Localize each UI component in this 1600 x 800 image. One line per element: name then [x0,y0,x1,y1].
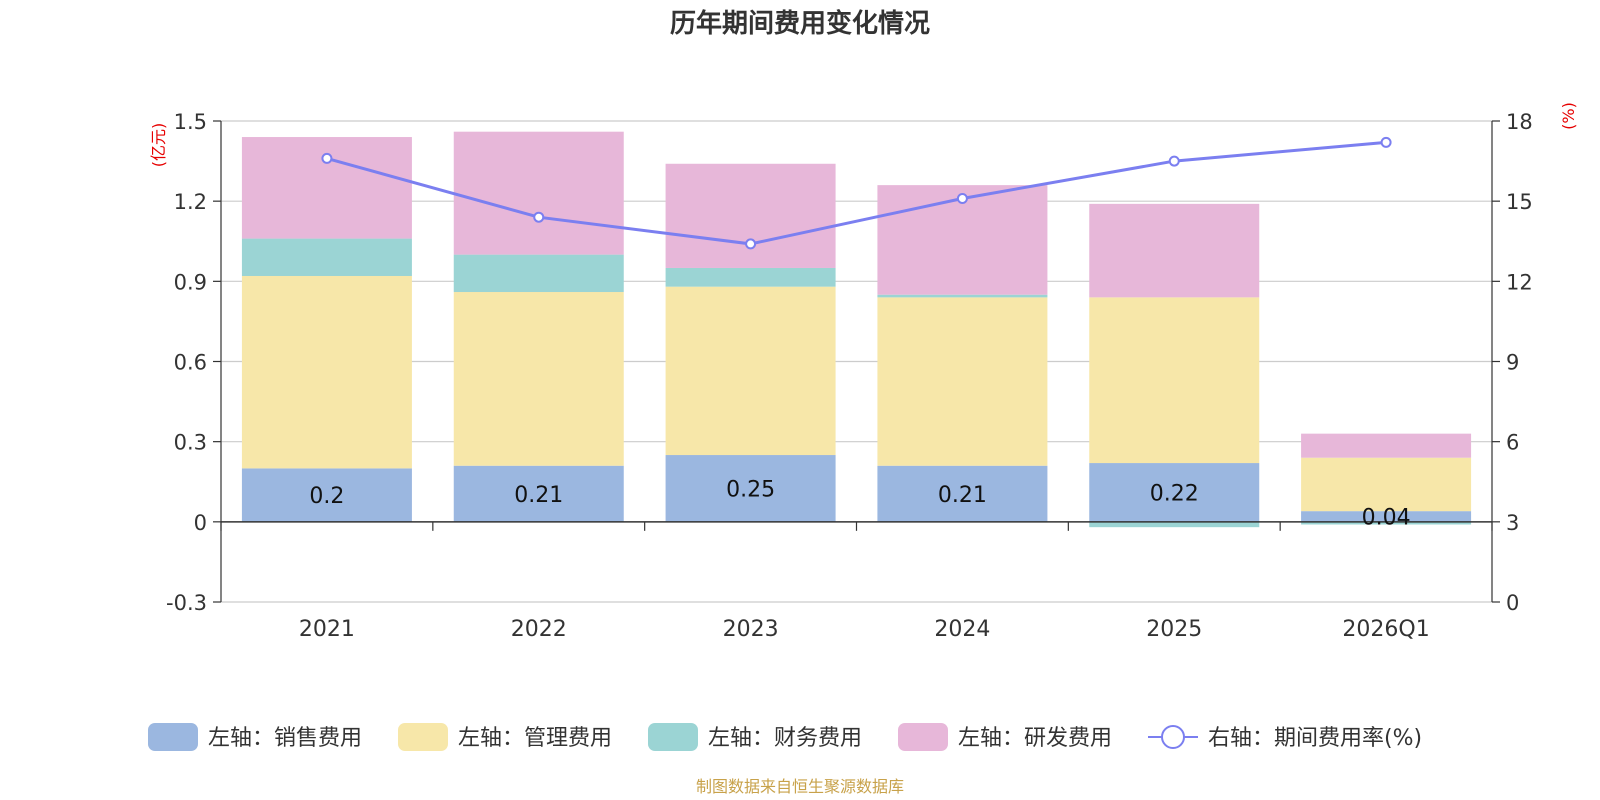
bar-segment[interactable] [241,137,412,239]
bar-segment[interactable] [241,238,412,276]
right-tick-label: 12 [1506,270,1533,294]
bar-segment[interactable] [1089,521,1260,528]
left-tick-label: 1.2 [174,190,207,214]
left-tick-label: 0.6 [174,351,207,375]
footer-source: 制图数据来自恒生聚源数据库 [696,777,904,796]
legend-swatch[interactable] [398,723,448,751]
axes: -0.3 0 0.3 0.6 0.9 1.2 1.5 0 3 6 9 12 15 18 2021 2022 20… [166,110,1533,642]
bar-segment[interactable] [1089,463,1260,522]
legend-swatch[interactable] [648,723,698,751]
category-label: 2022 [511,617,567,642]
bar-segment[interactable] [665,267,836,287]
bar-segment[interactable] [1089,203,1260,298]
bar-segment[interactable] [453,254,624,293]
sales-data-label: 0.25 [726,477,775,502]
chart-title: 历年期间费用变化情况 [670,8,930,39]
right-tick-label: 18 [1506,110,1533,134]
rate-point[interactable] [321,152,333,164]
bar-segment[interactable] [241,275,412,469]
category-label: 2021 [299,617,355,642]
legend-marker-icon[interactable] [1161,725,1185,749]
left-tick-label: 0 [194,511,207,535]
right-tick-label: 0 [1506,591,1519,615]
sales-data-label: 0.21 [514,483,563,508]
bar-segment[interactable] [1301,433,1472,458]
rate-point[interactable] [1380,136,1392,148]
left-axis-unit: (亿元) [149,123,168,168]
data-labels: 0.2 0.21 0.25 0.21 0.22 0.04 [309,477,1410,530]
right-tick-label: 3 [1506,511,1519,535]
left-tick-label: 0.3 [174,431,207,455]
sales-data-label: 0.2 [309,484,344,509]
category-label: 2024 [934,617,990,642]
sales-data-label: 0.21 [938,483,987,508]
right-axis-unit: (%) [1559,102,1578,130]
rate-line [321,136,1392,250]
category-label: 2026Q1 [1342,617,1429,642]
left-tick-label: -0.3 [166,591,207,615]
left-tick-label: 0.9 [174,270,207,294]
legend-label[interactable]: 左轴：研发费用 [958,726,1112,751]
legend-swatch[interactable] [898,723,948,751]
bar-segment[interactable] [665,163,836,268]
legend-label[interactable]: 左轴：管理费用 [458,726,612,751]
bar-segment[interactable] [877,465,1048,522]
bar-segment[interactable] [1301,511,1472,522]
bar-segment[interactable] [877,297,1048,466]
category-label: 2023 [723,617,779,642]
legend-label[interactable]: 左轴：销售费用 [208,726,362,751]
bar-segment[interactable] [665,286,836,456]
rate-point[interactable] [745,238,757,250]
legend-label[interactable]: 左轴：财务费用 [708,726,862,751]
bar-segment[interactable] [453,465,624,522]
gridlines [221,120,1492,603]
bar-segment[interactable] [665,455,836,522]
bar-segment[interactable] [453,131,624,255]
bar-segment[interactable] [1301,521,1472,525]
legend-label[interactable]: 右轴：期间费用率(%) [1208,726,1422,751]
legend[interactable]: 左轴：销售费用 左轴：管理费用 左轴：财务费用 左轴：研发费用 右轴：期间费用率(%) [148,723,1422,751]
rate-point[interactable] [956,192,968,204]
bars [241,131,1472,528]
bar-segment[interactable] [1089,297,1260,464]
left-tick-label: 1.5 [174,110,207,134]
right-tick-label: 9 [1506,351,1519,375]
bar-segment[interactable] [453,292,624,466]
bar-segment[interactable] [241,468,412,522]
rate-point[interactable] [533,211,545,223]
rate-point[interactable] [1168,155,1180,167]
bar-segment[interactable] [1301,457,1472,512]
right-tick-label: 6 [1506,431,1519,455]
legend-swatch[interactable] [148,723,198,751]
sales-data-label: 0.22 [1150,481,1199,506]
rate-line-path [326,140,1387,246]
bar-segment[interactable] [877,294,1048,298]
category-label: 2025 [1146,617,1202,642]
sales-data-label: 0.04 [1362,505,1411,530]
right-tick-label: 15 [1506,190,1533,214]
